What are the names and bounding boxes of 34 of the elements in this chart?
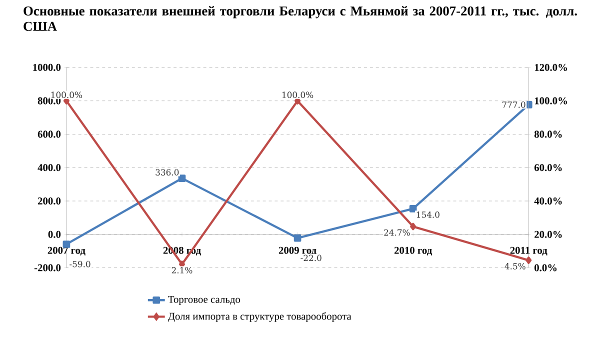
data-label: 154.0: [416, 211, 440, 218]
y2-tick-label: 80.0%: [534, 130, 562, 138]
data-label: 24.7%: [384, 229, 410, 236]
y2-tick-label: 0.0%: [534, 264, 557, 272]
y-tick-label: 0.0: [48, 230, 61, 238]
point: [409, 204, 417, 212]
point: [294, 234, 302, 242]
data-label: 100.0%: [282, 92, 314, 98]
x-tick-label: 2007 год: [48, 246, 86, 256]
y2-tick-label: 60.0%: [534, 164, 562, 172]
point: [410, 222, 416, 230]
data-label: 4.5%: [504, 262, 526, 270]
data-label: 2.1%: [172, 266, 192, 274]
y-tick-label: -200.0: [34, 264, 61, 272]
point: [178, 174, 186, 182]
y2-tick-label: 20.0%: [534, 230, 562, 238]
x-tick-label: 2010 год: [394, 246, 432, 256]
data-label: 336.0: [156, 169, 179, 176]
y2-tick-label: 120.0%: [534, 64, 567, 71]
legend-label: Торговое сальдо: [168, 296, 240, 305]
y-tick-label: 200.0: [38, 197, 61, 204]
y-tick-label: 600.0: [38, 130, 61, 138]
data-label: 777.0: [502, 101, 526, 108]
data-label: -22.0: [300, 254, 322, 262]
y2-tick-label: 100.0%: [534, 97, 567, 104]
y-tick-label: 400.0: [38, 164, 61, 172]
point: [526, 256, 532, 264]
y-tick-label: 1000.0: [33, 64, 61, 71]
chart-title: Основные показатели внешней торговли Беларуси с Мьянмой за 2007-2011 гг., тыс. долл. США: [24, 6, 577, 31]
y2-tick-label: 40.0%: [534, 197, 562, 204]
data-label: -59.0: [70, 260, 90, 268]
legend-label: Доля импорта в структуре товарооборота: [168, 312, 352, 322]
x-tick-label: 2011 год: [510, 246, 548, 256]
data-label: 100.0%: [51, 92, 82, 98]
